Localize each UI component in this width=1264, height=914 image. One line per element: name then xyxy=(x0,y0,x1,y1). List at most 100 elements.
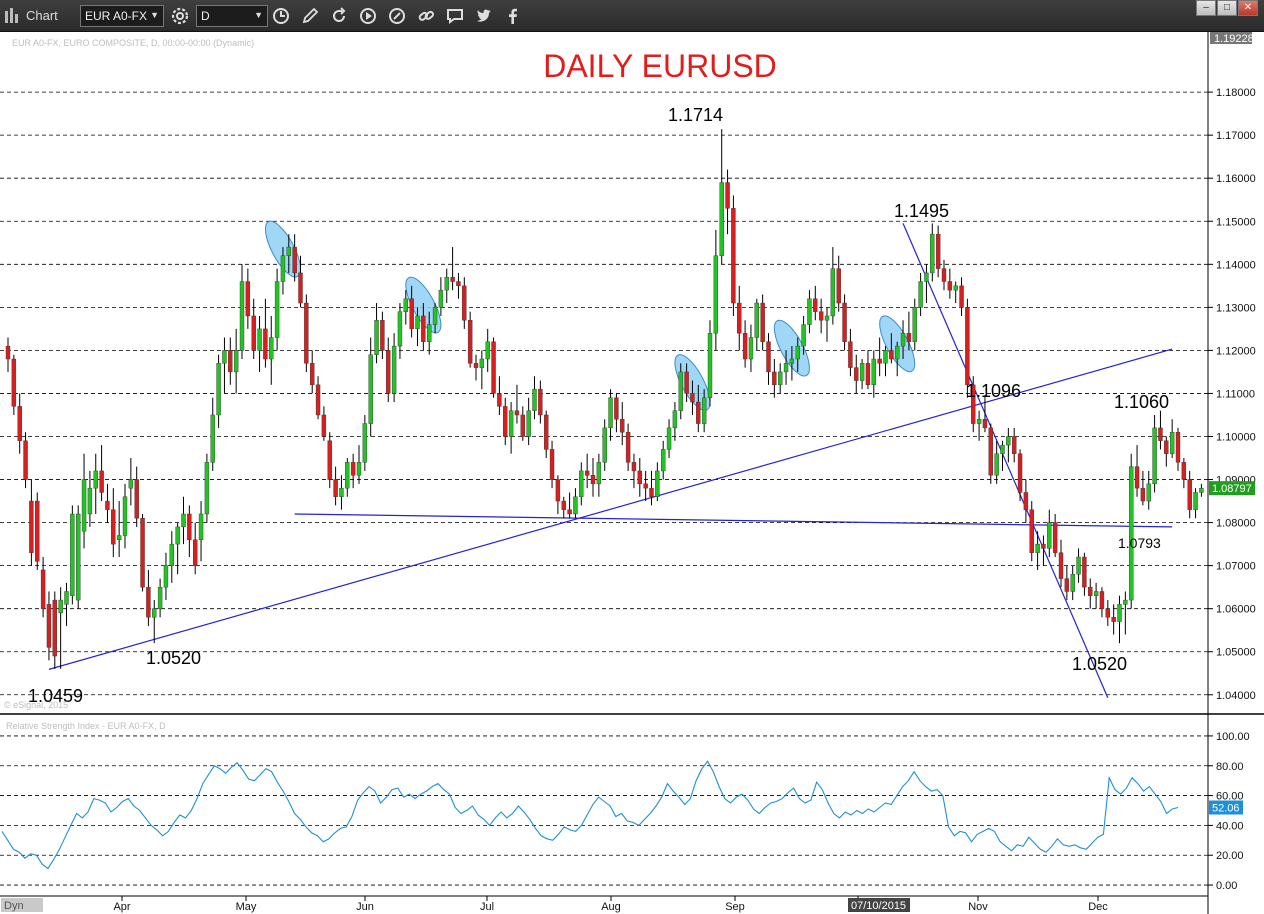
candle-up xyxy=(719,182,724,256)
last-price-badge: 1.08797 xyxy=(1209,481,1255,496)
candle-down xyxy=(725,182,730,209)
candle-up xyxy=(801,324,806,347)
candle-up xyxy=(444,277,449,291)
dyn-button[interactable] xyxy=(1,898,43,912)
chevron-down-icon: ▼ xyxy=(254,10,263,20)
candle-down xyxy=(813,298,818,312)
candle-up xyxy=(274,281,280,338)
candle-up xyxy=(233,350,239,373)
candle-down xyxy=(99,470,104,493)
candle-down xyxy=(947,281,953,291)
interval-value: D xyxy=(201,9,210,23)
candle-up xyxy=(895,345,900,360)
candle-up xyxy=(508,410,514,437)
top-price-badge xyxy=(1210,32,1252,44)
refresh-icon[interactable] xyxy=(329,6,349,26)
candle-down xyxy=(52,599,57,657)
candle-down xyxy=(228,350,233,373)
price-annotation: 1.1495 xyxy=(894,201,949,221)
candle-down xyxy=(854,367,859,381)
candle-up xyxy=(1146,483,1151,502)
candle-down xyxy=(111,509,116,545)
pencil-icon[interactable] xyxy=(300,6,320,26)
symbol-value: EUR A0-FX xyxy=(85,9,148,23)
candle-down xyxy=(684,371,689,394)
minimize-button[interactable]: – xyxy=(1196,0,1216,16)
candle-up xyxy=(216,363,221,416)
candle-down xyxy=(315,384,321,416)
cursor-date: 07/10/2015 xyxy=(851,900,906,912)
candle-down xyxy=(544,414,549,450)
facebook-icon[interactable] xyxy=(503,6,523,26)
candle-down xyxy=(742,332,748,360)
candle-down xyxy=(625,431,631,463)
price-tick-label: 1.14000 xyxy=(1216,259,1256,271)
price-chart[interactable]: 1.18000 1.17000 1.16000 1.15000 1.14000 1.130… xyxy=(0,32,1264,914)
candle-down xyxy=(251,315,256,351)
candle-down xyxy=(971,384,976,424)
candle-up xyxy=(783,363,789,373)
candle-up xyxy=(70,513,75,596)
candle-down xyxy=(350,462,356,476)
candle-down xyxy=(1082,556,1087,588)
price-tick-label: 1.12000 xyxy=(1216,345,1256,357)
symbol-select[interactable]: EUR A0-FX ▼ xyxy=(80,5,164,27)
candle-up xyxy=(58,599,63,614)
price-tick-label: 1.05000 xyxy=(1216,647,1256,659)
rsi-tick-label: 80.00 xyxy=(1216,761,1244,773)
candle-up xyxy=(1123,599,1128,605)
price-tick-label: 1.11000 xyxy=(1216,388,1255,400)
candle-down xyxy=(11,358,17,407)
link-icon[interactable] xyxy=(416,6,436,26)
candle-down xyxy=(1029,509,1034,553)
interval-select[interactable]: D ▼ xyxy=(196,5,268,27)
candle-down xyxy=(982,419,988,429)
candle-down xyxy=(17,406,22,442)
candle-up xyxy=(368,354,373,424)
candle-up xyxy=(280,255,286,282)
chart-header: EUR A0-FX, EURO COMPOSITE, D, 00:00-00:0… xyxy=(12,38,254,48)
brush-icon[interactable] xyxy=(387,6,407,26)
chart-app-icon xyxy=(5,8,18,23)
clock-icon[interactable] xyxy=(271,6,291,26)
candle-down xyxy=(1175,431,1181,463)
candle-up xyxy=(339,487,344,497)
month-label: Aug xyxy=(601,901,621,913)
comment-icon[interactable] xyxy=(445,6,465,26)
play-icon[interactable] xyxy=(358,6,378,26)
candle-down xyxy=(1187,479,1192,510)
close-button[interactable]: ✕ xyxy=(1238,0,1258,16)
candle-down xyxy=(941,268,947,282)
candle-up xyxy=(748,337,754,360)
price-annotation: 1.1714 xyxy=(668,105,723,125)
candle-down xyxy=(29,500,34,553)
rsi-label: Relative Strength Index - EUR A0-FX, D xyxy=(6,721,166,731)
candle-up xyxy=(672,410,678,429)
candle-down xyxy=(1064,578,1070,592)
candle-up xyxy=(573,496,578,515)
candle-down xyxy=(1158,427,1163,441)
candle-up xyxy=(269,337,274,360)
maximize-button[interactable]: □ xyxy=(1217,0,1237,16)
candle-up xyxy=(1047,522,1052,549)
candle-down xyxy=(40,569,46,609)
candle-down xyxy=(292,246,297,274)
candle-up xyxy=(655,470,660,497)
candle-down xyxy=(631,462,637,472)
price-annotation: 1.0520 xyxy=(146,648,201,668)
candle-up xyxy=(701,397,707,424)
candle-up xyxy=(198,513,204,541)
twitter-icon[interactable] xyxy=(474,6,494,26)
candle-up xyxy=(356,462,362,476)
price-tick-label: 1.04000 xyxy=(1216,690,1256,702)
price-annotation: 1.0459 xyxy=(28,686,83,706)
candle-down xyxy=(1052,522,1058,553)
candle-down xyxy=(1041,543,1046,549)
price-annotation: 1.0793 xyxy=(1118,535,1161,551)
gear-icon[interactable] xyxy=(170,6,190,26)
price-annotation: 1.0520 xyxy=(1072,654,1127,674)
candle-up xyxy=(754,302,759,338)
candle-up xyxy=(871,358,876,386)
candle-down xyxy=(462,285,467,321)
candle-up xyxy=(87,487,93,515)
